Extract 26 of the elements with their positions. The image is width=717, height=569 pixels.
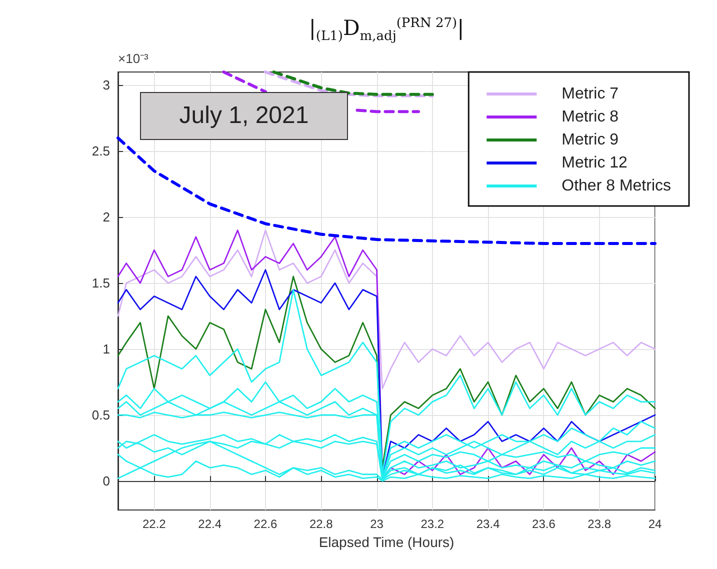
x-axis-title: Elapsed Time (Hours): [318, 534, 454, 550]
y-tick-label: 2: [102, 210, 110, 225]
x-tick-label: 24: [648, 517, 662, 531]
y-tick-label: 2.5: [92, 144, 110, 159]
x-tick-label: 23.2: [420, 517, 444, 531]
chart-title: |$_{(L1)}$D$_{m,adj}$$^{(PRN 27)}$|: [308, 16, 464, 44]
x-tick-label: 22.8: [309, 517, 334, 531]
x-tick-label: 23.6: [532, 517, 556, 531]
x-tick-label: 22.6: [254, 517, 278, 531]
y-tick-label: 0: [102, 473, 110, 488]
y-tick-label: 3: [102, 78, 110, 93]
text-box: July 1, 2021: [140, 92, 348, 140]
text: ×10⁻³: [118, 51, 150, 66]
y-tick-label: 1.5: [92, 276, 110, 291]
y-tick-label: 1: [102, 342, 110, 357]
legend-label: Metric 7: [562, 86, 619, 102]
legend-label: Metric 12: [562, 154, 628, 172]
legend-label: Other 8 Metrics: [562, 178, 671, 194]
x-tick-label: 23: [370, 517, 384, 531]
x-tick-label: 23.4: [476, 517, 500, 531]
x-tick-label: 22.2: [142, 517, 166, 531]
x-tick-label: 23.8: [588, 517, 612, 531]
legend-label: Metric 9: [562, 132, 619, 148]
legend-label: Metric 8: [562, 108, 619, 126]
y-tick-label: 0.5: [92, 408, 110, 423]
x-tick-label: 22.4: [198, 517, 222, 531]
